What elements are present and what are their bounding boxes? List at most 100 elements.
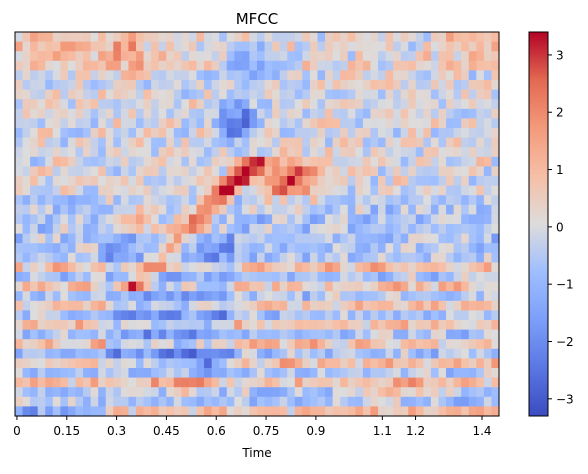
- heatmap-cell: [317, 339, 326, 350]
- heatmap-cell: [105, 300, 114, 311]
- heatmap-cell: [234, 176, 243, 187]
- heatmap-cell: [128, 320, 137, 331]
- heatmap-cell: [309, 262, 319, 273]
- heatmap-cell: [415, 281, 424, 292]
- heatmap-cell: [483, 339, 493, 350]
- heatmap-cell: [257, 80, 266, 91]
- heatmap-cell: [98, 243, 107, 254]
- heatmap-cell: [264, 41, 273, 52]
- heatmap-cell: [226, 195, 235, 206]
- heatmap-cell: [105, 214, 114, 225]
- heatmap-cell: [347, 243, 356, 254]
- heatmap-cell: [181, 224, 190, 235]
- heatmap-cell: [362, 137, 372, 148]
- heatmap-cell: [257, 272, 266, 283]
- heatmap-cell: [60, 224, 69, 235]
- heatmap-cell: [355, 329, 364, 340]
- heatmap-cell: [15, 377, 24, 388]
- heatmap-cell: [393, 368, 402, 379]
- heatmap-cell: [370, 108, 379, 119]
- heatmap-cell: [302, 108, 311, 119]
- heatmap-cell: [166, 233, 175, 244]
- heatmap-cell: [438, 128, 447, 139]
- heatmap-cell: [143, 214, 152, 225]
- heatmap-cell: [22, 262, 31, 273]
- heatmap-cell: [196, 262, 205, 273]
- heatmap-cell: [355, 243, 364, 254]
- heatmap-cell: [181, 80, 190, 91]
- heatmap-cell: [67, 348, 77, 359]
- heatmap-cell: [181, 32, 190, 43]
- heatmap-cell: [446, 185, 455, 196]
- heatmap-cell: [181, 368, 190, 379]
- heatmap-cell: [45, 166, 54, 177]
- heatmap-cell: [151, 233, 160, 244]
- heatmap-cell: [272, 80, 281, 91]
- heatmap-cell: [98, 310, 107, 321]
- heatmap-cell: [294, 348, 303, 359]
- heatmap-cell: [75, 32, 84, 43]
- heatmap-cell: [347, 70, 356, 81]
- heatmap-cell: [166, 281, 175, 292]
- heatmap-cell: [15, 128, 24, 139]
- heatmap-cell: [483, 51, 493, 62]
- heatmap-cell: [476, 300, 485, 311]
- heatmap-cell: [211, 176, 220, 187]
- heatmap-cell: [241, 358, 251, 369]
- heatmap-cell: [317, 300, 326, 311]
- heatmap-cell: [446, 166, 455, 177]
- heatmap-cell: [226, 320, 235, 331]
- heatmap-cell: [408, 262, 417, 273]
- heatmap-cell: [302, 243, 311, 254]
- heatmap-cell: [347, 406, 356, 417]
- heatmap-cell: [453, 214, 462, 225]
- heatmap-cell: [211, 137, 220, 148]
- heatmap-cell: [362, 262, 372, 273]
- heatmap-cell: [491, 252, 500, 263]
- heatmap-cell: [400, 51, 409, 62]
- heatmap-cell: [415, 99, 424, 110]
- heatmap-cell: [438, 233, 447, 244]
- heatmap-cell: [60, 80, 69, 91]
- heatmap-cell: [241, 377, 251, 388]
- heatmap-cell: [264, 368, 273, 379]
- heatmap-cell: [370, 252, 379, 263]
- heatmap-cell: [166, 387, 175, 398]
- heatmap-cell: [120, 339, 130, 350]
- heatmap-cell: [113, 147, 122, 158]
- heatmap-cell: [461, 272, 470, 283]
- heatmap-cell: [60, 358, 69, 369]
- heatmap-cell: [393, 329, 402, 340]
- heatmap-cell: [75, 329, 84, 340]
- heatmap-cell: [370, 51, 379, 62]
- heatmap-cell: [453, 243, 462, 254]
- heatmap-cell: [249, 320, 258, 331]
- heatmap-cell: [173, 396, 182, 407]
- heatmap-cell: [188, 233, 198, 244]
- heatmap-cell: [234, 99, 243, 110]
- heatmap-cell: [120, 118, 130, 129]
- heatmap-cell: [302, 204, 311, 215]
- heatmap-cell: [173, 291, 182, 302]
- heatmap-cell: [45, 348, 54, 359]
- heatmap-cell: [173, 300, 182, 311]
- heatmap-cell: [75, 128, 84, 139]
- heatmap-cell: [309, 89, 319, 100]
- heatmap-cell: [173, 166, 182, 177]
- heatmap-cell: [166, 406, 175, 417]
- heatmap-cell: [362, 176, 372, 187]
- heatmap-cell: [340, 329, 349, 340]
- heatmap-cell: [491, 118, 500, 129]
- heatmap-cell: [362, 310, 372, 321]
- heatmap-cell: [226, 339, 235, 350]
- heatmap-cell: [90, 195, 99, 206]
- heatmap-cell: [340, 204, 349, 215]
- heatmap-cell: [204, 348, 213, 359]
- heatmap-cell: [423, 51, 432, 62]
- heatmap-cell: [294, 147, 303, 158]
- heatmap-cell: [151, 291, 160, 302]
- heatmap-cell: [113, 137, 122, 148]
- heatmap-cell: [393, 358, 402, 369]
- heatmap-cell: [113, 89, 122, 100]
- heatmap-cell: [22, 406, 31, 417]
